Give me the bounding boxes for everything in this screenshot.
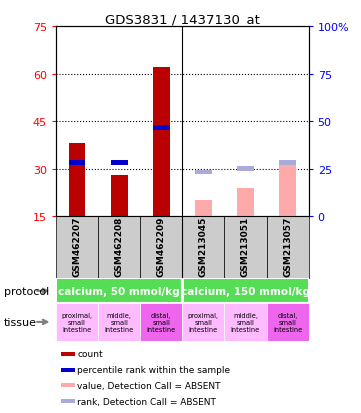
Bar (182, 217, 225, 279)
Bar (237, 188, 254, 217)
Text: calcium, 50 mmol/kg: calcium, 50 mmol/kg (58, 286, 180, 296)
Text: GSM462208: GSM462208 (115, 216, 123, 277)
Text: GSM213045: GSM213045 (199, 216, 208, 277)
Text: tissue: tissue (4, 317, 36, 327)
Text: GSM213051: GSM213051 (241, 216, 250, 277)
Bar (61, 368, 75, 372)
Bar (182, 304, 225, 341)
Bar (153, 68, 170, 217)
Text: protocol: protocol (4, 286, 49, 296)
Bar (195, 170, 212, 175)
Title: GDS3831 / 1437130_at: GDS3831 / 1437130_at (105, 13, 260, 26)
Text: value, Detection Call = ABSENT: value, Detection Call = ABSENT (77, 381, 221, 390)
Bar (182, 279, 309, 304)
Bar (61, 399, 75, 404)
Text: GSM213057: GSM213057 (283, 216, 292, 277)
Bar (225, 217, 266, 279)
Text: proximal,
small
intestine: proximal, small intestine (61, 312, 92, 332)
Text: distal,
small
intestine: distal, small intestine (147, 312, 176, 332)
Bar (195, 201, 212, 217)
Bar (279, 161, 296, 165)
Text: proximal,
small
intestine: proximal, small intestine (188, 312, 219, 332)
Bar (98, 217, 140, 279)
Bar (111, 176, 127, 217)
Bar (266, 304, 309, 341)
Text: count: count (77, 349, 103, 358)
Bar (111, 161, 127, 165)
Bar (153, 126, 170, 131)
Text: GSM462207: GSM462207 (73, 216, 82, 277)
Bar (98, 304, 140, 341)
Bar (69, 144, 86, 217)
Bar (279, 163, 296, 217)
Bar (56, 304, 98, 341)
Text: calcium, 150 mmol/kg: calcium, 150 mmol/kg (181, 286, 310, 296)
Text: percentile rank within the sample: percentile rank within the sample (77, 365, 230, 374)
Text: GSM462209: GSM462209 (157, 216, 166, 277)
Text: rank, Detection Call = ABSENT: rank, Detection Call = ABSENT (77, 397, 216, 406)
Bar (266, 217, 309, 279)
Bar (140, 304, 182, 341)
Text: middle,
small
intestine: middle, small intestine (231, 312, 260, 332)
Bar (237, 167, 254, 172)
Bar (69, 161, 86, 165)
Text: distal,
small
intestine: distal, small intestine (273, 312, 302, 332)
Bar (140, 217, 182, 279)
Bar (56, 217, 98, 279)
Text: middle,
small
intestine: middle, small intestine (104, 312, 134, 332)
Bar (61, 384, 75, 387)
Bar (225, 304, 266, 341)
Bar (61, 352, 75, 356)
Bar (56, 279, 182, 304)
